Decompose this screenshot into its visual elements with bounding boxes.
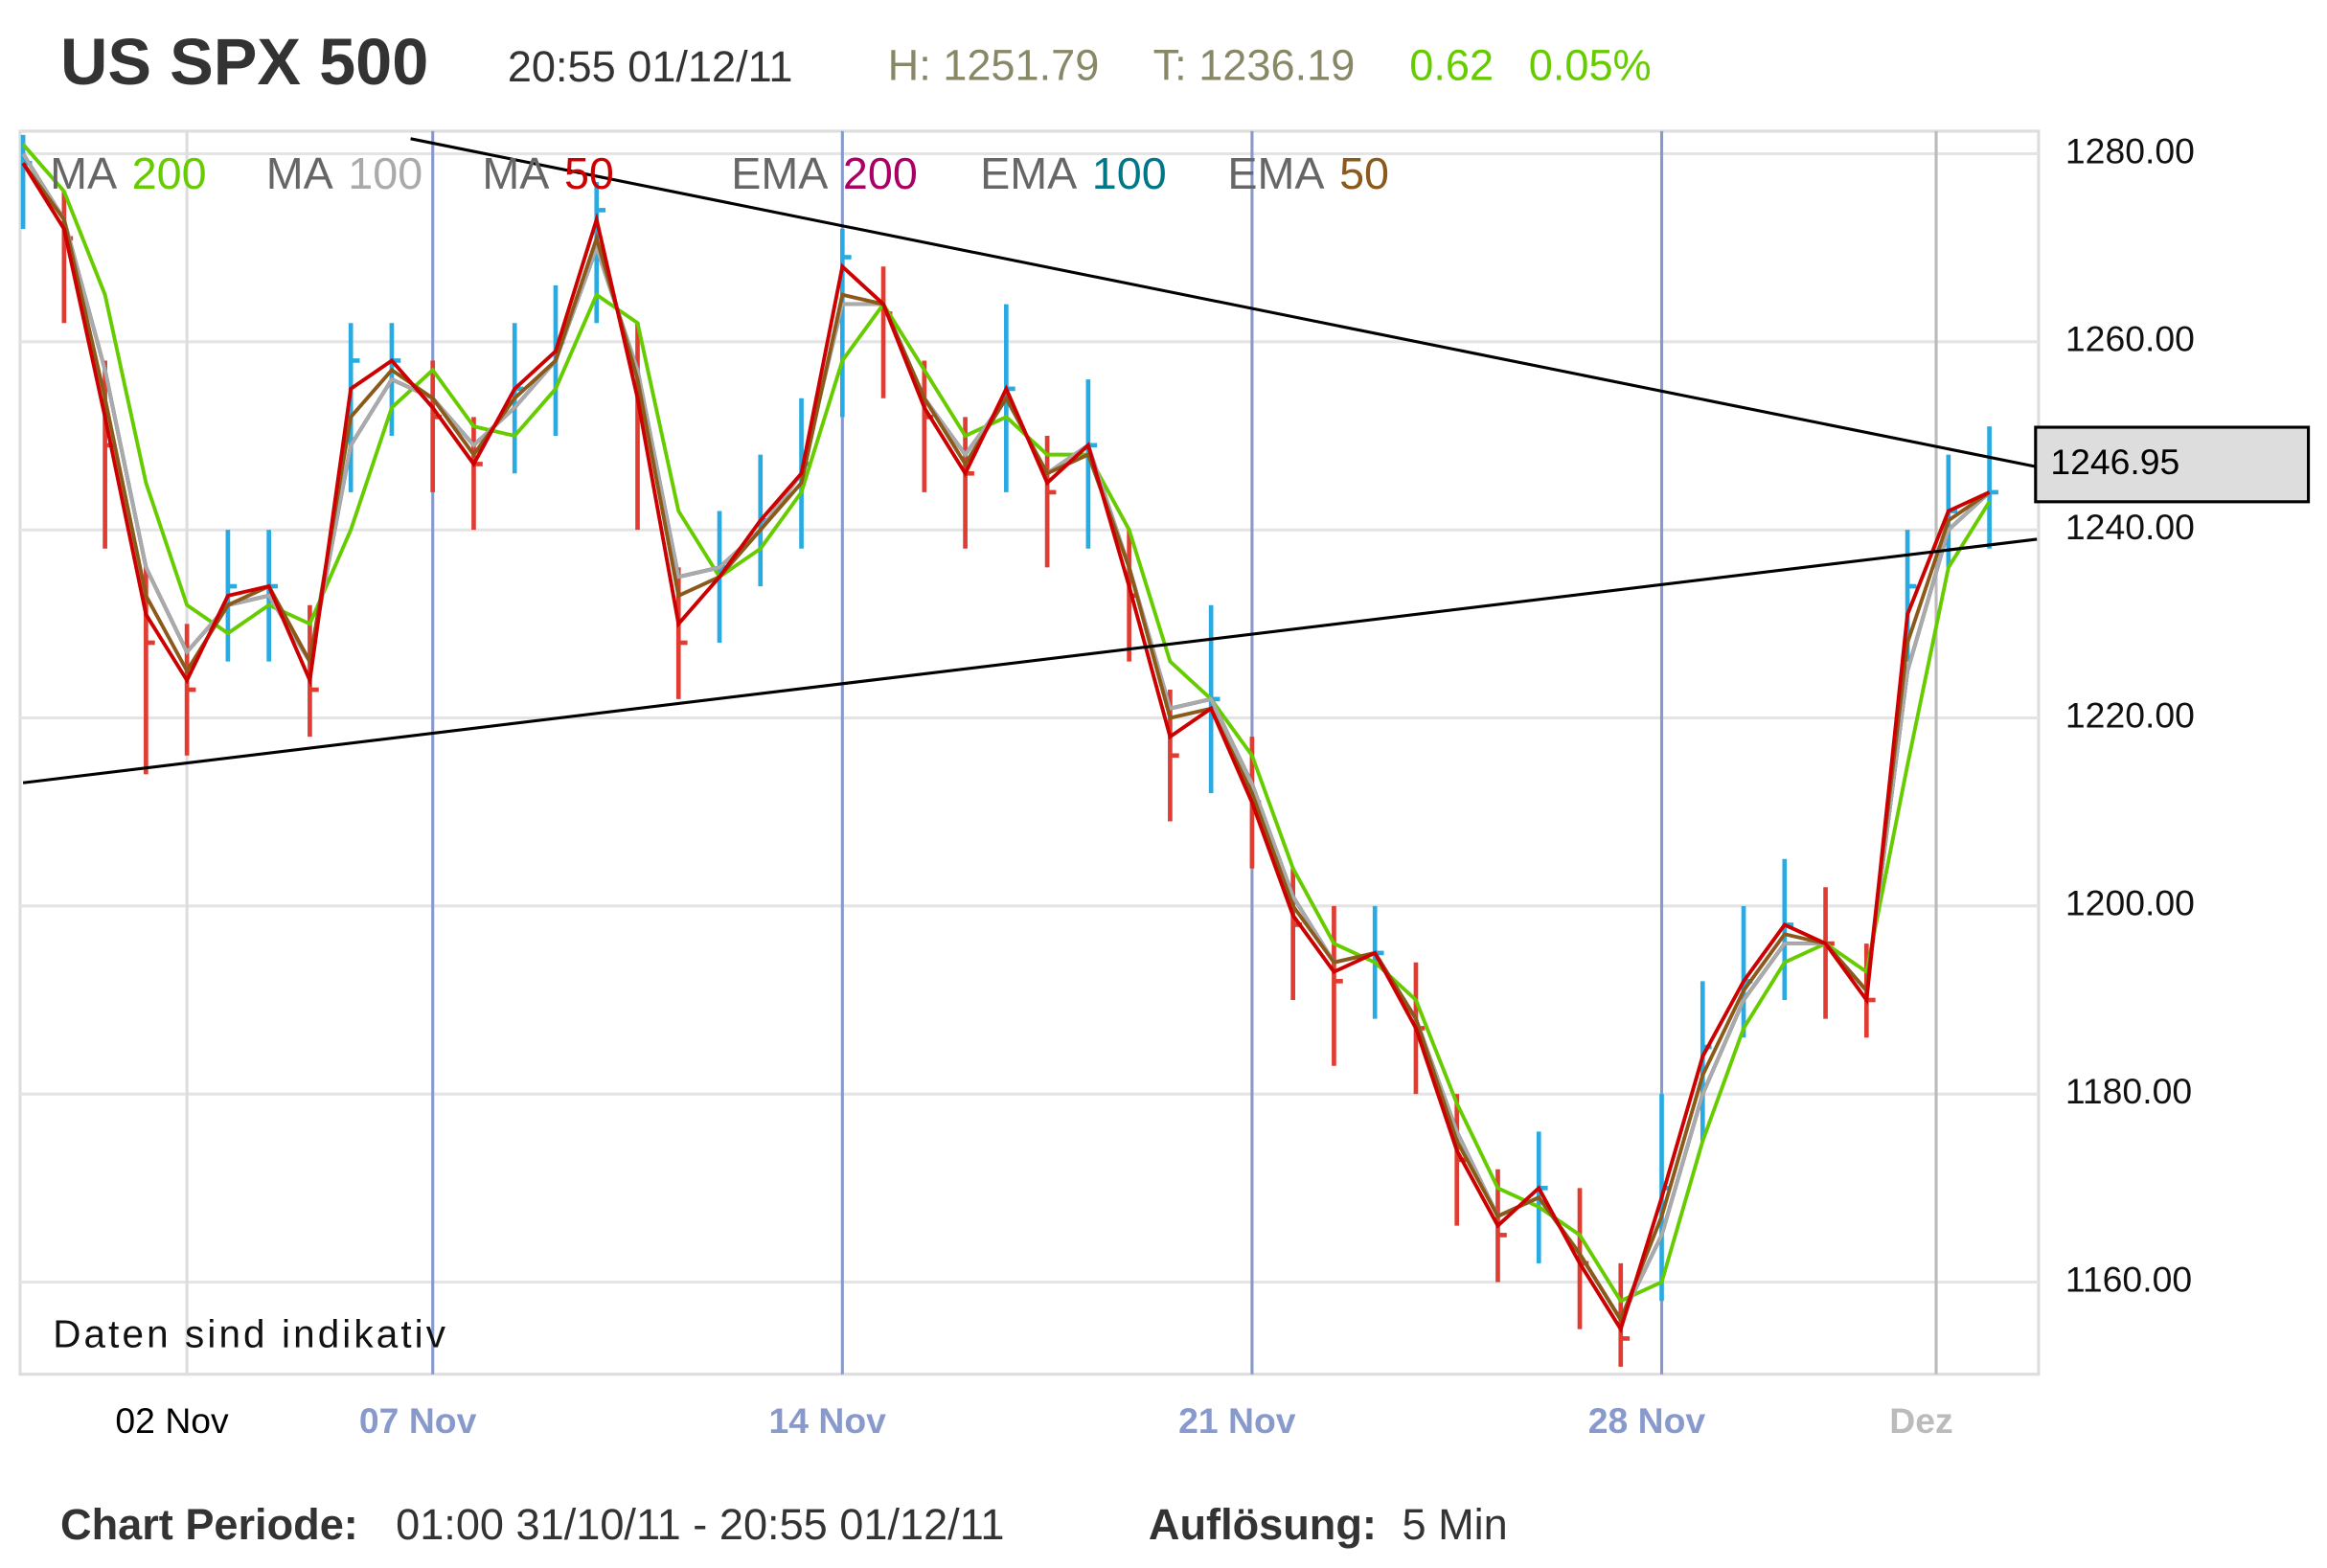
y-tick-label: 1260.00 (2065, 319, 2195, 359)
legend-name: EMA (980, 149, 1078, 199)
legend-name: MA (266, 149, 334, 199)
low-price: T: 1236.19 (1153, 41, 1356, 90)
x-tick-label: Dez (1889, 1400, 1952, 1441)
x-tick-label: 07 Nov (359, 1400, 477, 1441)
y-tick-label: 1180.00 (2065, 1071, 2192, 1111)
trend-line (410, 137, 2038, 468)
legend-entry: MA 100 (266, 149, 422, 199)
legend-name: MA (50, 149, 118, 199)
last-price-box (2034, 425, 2311, 504)
change-pct: 0.05% (1529, 41, 1652, 90)
ma-line (21, 162, 1991, 1325)
x-tick-label: 14 Nov (769, 1400, 887, 1441)
y-tick-label: 1280.00 (2065, 130, 2195, 170)
legend-name: EMA (1227, 149, 1325, 199)
legend-period: 200 (132, 149, 207, 199)
ma-line (21, 162, 1991, 1334)
note: Daten sind indikativ (53, 1311, 448, 1355)
legend-entry: EMA 200 (731, 149, 918, 199)
y-tick-label: 1160.00 (2065, 1259, 2192, 1299)
ma-line (21, 143, 1992, 1304)
y-tick-label: 1240.00 (2065, 507, 2195, 547)
resolution-label: Auflösung: (1149, 1500, 1377, 1549)
marks (20, 134, 1998, 1367)
change: 0.62 (1409, 41, 1494, 90)
y-tick-label: 1220.00 (2065, 694, 2195, 735)
period-label: Chart Periode: (60, 1500, 358, 1549)
timestamp: 20:55 01/12/11 (508, 42, 793, 91)
legend-period: 100 (348, 149, 422, 199)
legend-period: 200 (843, 149, 918, 199)
legend-period: 50 (564, 149, 614, 199)
high-price: H: 1251.79 (888, 41, 1100, 90)
legend-period: 50 (1339, 149, 1389, 199)
x-tick-label: 21 Nov (1178, 1400, 1296, 1441)
legend-entry: EMA 100 (980, 149, 1167, 199)
plot-frame (18, 129, 2041, 1376)
resolution: 5 Min (1402, 1500, 1507, 1549)
legend-period: 100 (1092, 149, 1167, 199)
period: 01:00 31/10/11 - 20:55 01/12/11 (396, 1500, 1004, 1549)
legend-name: MA (482, 149, 550, 199)
y-tick-label: 1200.00 (2065, 883, 2195, 923)
legend-entry: EMA 50 (1227, 149, 1389, 199)
overlay: MA 200 MA 100 MA 50 EMA 200 EMA 100 EMA 50 1246.95 (22, 137, 2311, 784)
trend-line (22, 537, 2038, 784)
legend-entry: MA 50 (482, 149, 613, 199)
last-price-label: 1246.95 (2050, 442, 2179, 482)
grid: 1160.00 1180.00 1200.00 1220.00 1240.00 1260.… (19, 130, 2195, 1441)
title: US SPX 500 (60, 25, 428, 99)
legend-name: EMA (731, 149, 829, 199)
x-tick-label: 02 Nov (115, 1400, 229, 1441)
legend-entry: MA 200 (50, 149, 206, 199)
x-tick-label: 28 Nov (1588, 1400, 1706, 1441)
